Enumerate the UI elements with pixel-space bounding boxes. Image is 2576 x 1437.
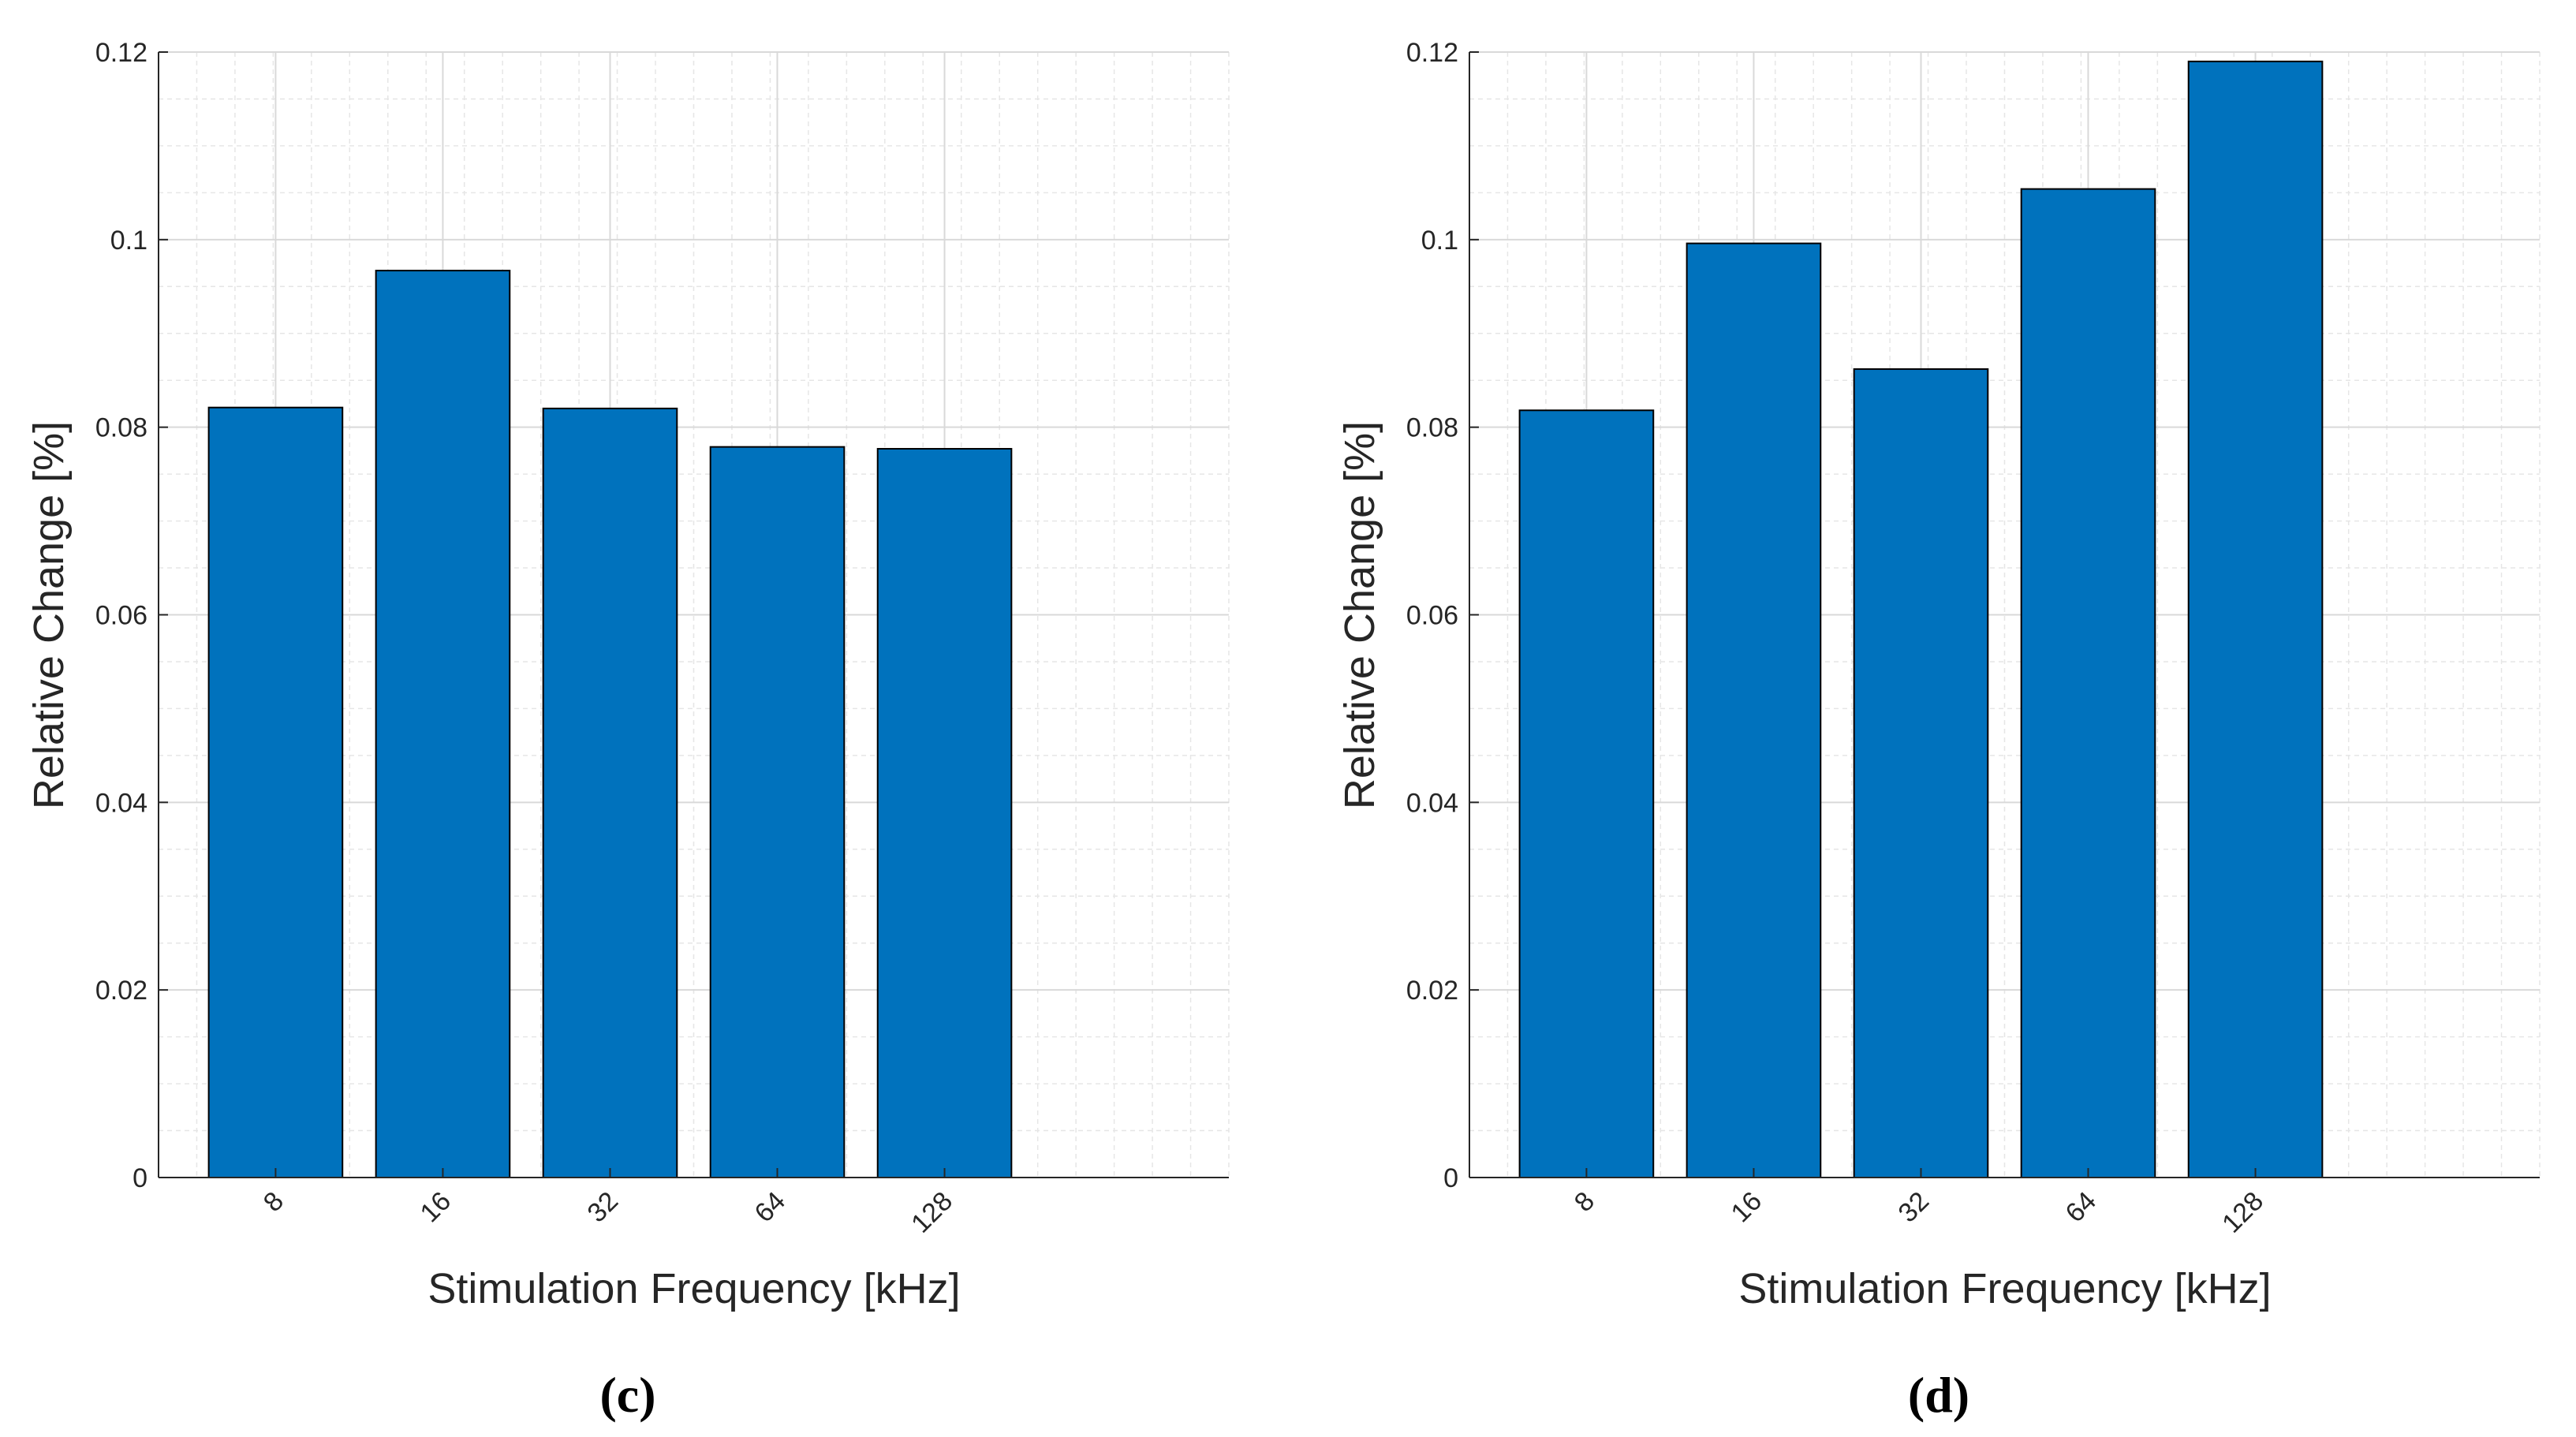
bars <box>1518 60 2324 1179</box>
x-axis-label: Stimulation Frequency [kHz] <box>427 1265 960 1312</box>
x-tick-label: 64 <box>749 1186 792 1229</box>
bar-8 <box>207 406 344 1178</box>
panel-caption: (d) <box>1908 1367 1969 1423</box>
x-tick-label: 64 <box>2060 1186 2103 1229</box>
y-tick-label: 0.06 <box>1406 601 1458 631</box>
chart-panel-d: Relative Change [%] Stimulation Frequenc… <box>1336 38 2541 1423</box>
y-tick-label: 0.08 <box>1406 413 1458 443</box>
x-tick-label: 8 <box>258 1186 289 1218</box>
bar-128 <box>2187 60 2324 1178</box>
bars <box>207 270 1013 1179</box>
x-tick-label: 128 <box>905 1186 958 1239</box>
x-tick-label: 16 <box>414 1186 457 1229</box>
bar-32 <box>542 407 678 1178</box>
y-axis-label: Relative Change [%] <box>25 421 73 809</box>
bar-32 <box>1853 368 1989 1178</box>
bar-128 <box>876 448 1013 1178</box>
y-tick-label: 0.1 <box>1421 226 1458 256</box>
y-tick-label: 0.12 <box>1406 38 1458 68</box>
y-tick-label: 0.02 <box>1406 976 1458 1006</box>
bar-16 <box>375 270 511 1179</box>
y-tick-label: 0 <box>133 1163 147 1193</box>
y-tick-label: 0.1 <box>110 226 147 256</box>
y-tick-label: 0.04 <box>95 788 147 818</box>
chart-panel-c: Relative Change [%] Stimulation Frequenc… <box>25 38 1230 1423</box>
x-axis-label: Stimulation Frequency [kHz] <box>1738 1265 2271 1312</box>
bar-64 <box>2020 188 2156 1179</box>
y-axis-label: Relative Change [%] <box>1336 421 1383 809</box>
y-tick-label: 0.06 <box>95 601 147 631</box>
x-tick-label: 128 <box>2216 1186 2269 1239</box>
y-tick-label: 0.04 <box>1406 788 1458 818</box>
x-tick-label: 16 <box>1725 1186 1768 1229</box>
panel-caption: (c) <box>599 1367 655 1423</box>
y-tick-label: 0.08 <box>95 413 147 443</box>
x-tick-label: 32 <box>1893 1186 1936 1229</box>
y-tick-label: 0.02 <box>95 976 147 1006</box>
bar-16 <box>1686 242 1822 1179</box>
bar-8 <box>1518 409 1655 1178</box>
bar-64 <box>709 446 846 1178</box>
y-tick-label: 0.12 <box>95 38 147 68</box>
x-tick-label: 32 <box>582 1186 625 1229</box>
y-tick-label: 0 <box>1443 1163 1458 1193</box>
x-tick-label: 8 <box>1569 1186 1600 1218</box>
